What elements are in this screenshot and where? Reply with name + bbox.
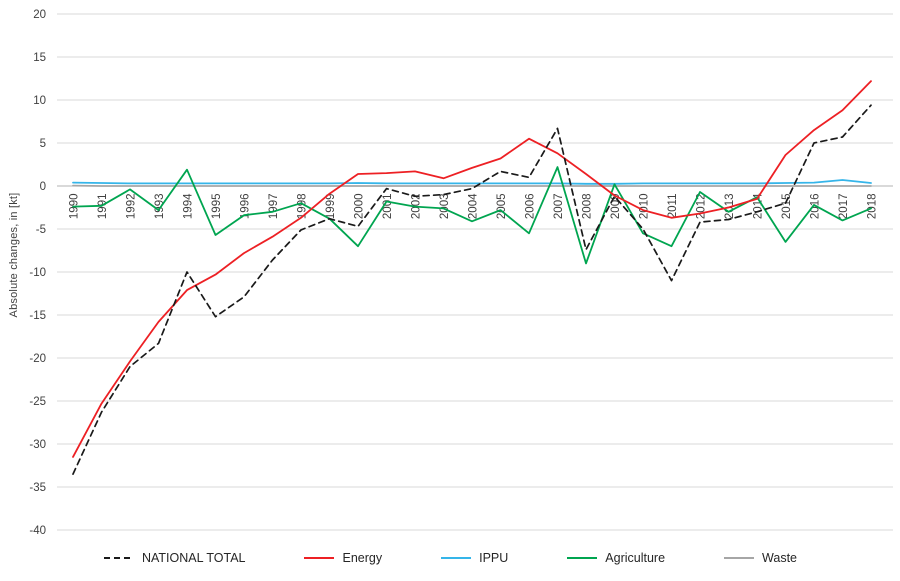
- x-axis-label: 1991: [97, 194, 109, 220]
- legend-line-swatch: [103, 557, 134, 559]
- legend-item-waste: Waste: [723, 551, 797, 565]
- y-axis-tick-label: -10: [29, 267, 46, 279]
- x-axis-label: 2010: [639, 194, 651, 220]
- legend-label: Waste: [762, 551, 797, 565]
- legend-label: IPPU: [479, 551, 509, 565]
- x-axis-label: 2006: [525, 194, 537, 220]
- legend-line-swatch: [304, 557, 335, 559]
- x-axis-label: 2008: [582, 194, 594, 220]
- legend-line-swatch: [724, 557, 755, 559]
- legend-label: Energy: [342, 551, 383, 565]
- x-axis-label: 2000: [354, 194, 366, 220]
- y-axis-tick-label: -40: [29, 525, 46, 537]
- series-line-agriculture: [72, 166, 872, 265]
- y-axis-tick-label: 5: [40, 138, 46, 150]
- legend-item-agriculture: Agriculture: [566, 551, 665, 565]
- x-axis-label: 1993: [154, 194, 166, 220]
- x-axis-label: 2003: [439, 194, 451, 220]
- x-axis-label: 1996: [240, 194, 252, 220]
- series-line-national-total: [72, 104, 872, 475]
- y-axis-tick-label: -15: [29, 310, 46, 322]
- legend-line-swatch: [567, 557, 598, 559]
- y-axis-tick-label: -5: [36, 224, 46, 236]
- legend-label: Agriculture: [605, 551, 666, 565]
- x-axis-label: 2017: [838, 194, 850, 220]
- x-axis-label: 2018: [867, 194, 879, 220]
- x-axis-label: 2004: [468, 193, 480, 219]
- x-axis-label: 1994: [183, 193, 195, 219]
- x-axis-label: 1995: [211, 194, 223, 220]
- y-axis-tick-label: 20: [33, 9, 46, 21]
- y-axis-tick-label: 15: [33, 52, 46, 64]
- y-axis-tick-label: 10: [33, 95, 46, 107]
- chart-legend: NATIONAL TOTAL Energy IPPU Agriculture Waste: [0, 545, 900, 571]
- y-axis-tick-label: -30: [29, 439, 46, 451]
- x-axis-label: 2009: [610, 194, 622, 220]
- legend-line-swatch: [441, 557, 472, 559]
- x-axis-label: 1998: [297, 194, 309, 220]
- x-axis-label: 2001: [382, 194, 394, 220]
- x-axis-label: 1999: [325, 194, 337, 220]
- legend-label: NATIONAL TOTAL: [141, 551, 246, 565]
- series-line-ippu: [72, 179, 872, 185]
- legend-item-national-total: NATIONAL TOTAL: [103, 551, 246, 565]
- y-axis-title: Absolute changes, in [kt]: [8, 192, 20, 318]
- y-axis-tick-label: -20: [29, 353, 46, 365]
- x-axis-label: 2015: [781, 194, 793, 220]
- legend-item-energy: Energy: [303, 551, 382, 565]
- y-axis-tick-label: -35: [29, 482, 46, 494]
- x-axis-label: 2007: [553, 194, 565, 220]
- x-axis-label: 1992: [126, 194, 138, 220]
- y-axis-tick-label: 0: [40, 181, 46, 193]
- series-line-energy: [72, 80, 872, 458]
- x-axis-label: 2011: [667, 194, 679, 219]
- legend-item-ippu: IPPU: [440, 551, 508, 565]
- y-axis-tick-label: -25: [29, 396, 46, 408]
- x-axis-label: 1997: [268, 194, 280, 220]
